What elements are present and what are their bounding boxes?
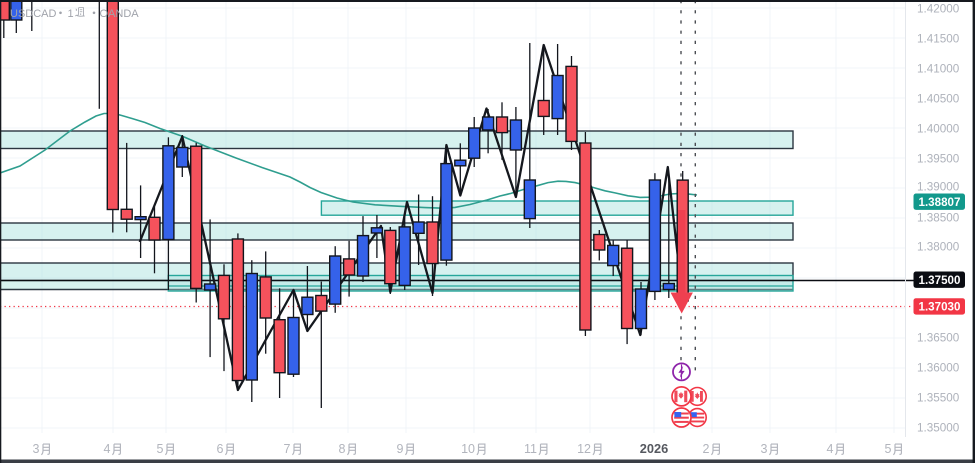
svg-text:4: 4 bbox=[827, 442, 834, 456]
svg-text:1.37030: 1.37030 bbox=[919, 301, 961, 314]
svg-text:OANDA: OANDA bbox=[100, 8, 140, 20]
svg-text:1.39500: 1.39500 bbox=[917, 152, 960, 165]
svg-text:1.36500: 1.36500 bbox=[917, 331, 960, 344]
svg-text:1.39000: 1.39000 bbox=[917, 181, 960, 194]
svg-text:1.37500: 1.37500 bbox=[919, 274, 961, 287]
svg-text:1.36000: 1.36000 bbox=[917, 361, 960, 374]
svg-text:8: 8 bbox=[339, 442, 346, 456]
svg-text:2: 2 bbox=[703, 442, 710, 456]
svg-text:3: 3 bbox=[33, 442, 40, 456]
svg-text:USDCAD: USDCAD bbox=[10, 8, 57, 20]
svg-text:1.35500: 1.35500 bbox=[917, 391, 960, 404]
svg-text:1: 1 bbox=[68, 8, 74, 20]
svg-text:1.41000: 1.41000 bbox=[917, 62, 960, 75]
svg-text:1.38807: 1.38807 bbox=[919, 196, 961, 209]
svg-text:1.38500: 1.38500 bbox=[917, 211, 960, 224]
svg-text:6: 6 bbox=[217, 442, 224, 456]
svg-text:4: 4 bbox=[104, 442, 111, 456]
svg-text:1.42000: 1.42000 bbox=[917, 2, 960, 15]
svg-text:1.40000: 1.40000 bbox=[917, 123, 960, 136]
svg-text:3: 3 bbox=[761, 442, 768, 456]
svg-text:2026: 2026 bbox=[640, 441, 668, 456]
svg-text:9: 9 bbox=[397, 442, 404, 456]
svg-text:5: 5 bbox=[157, 442, 164, 456]
svg-text:1.40500: 1.40500 bbox=[917, 93, 960, 106]
svg-text:11: 11 bbox=[524, 442, 537, 456]
svg-text:10: 10 bbox=[461, 442, 475, 456]
svg-text:5: 5 bbox=[885, 442, 892, 456]
svg-text:1.41500: 1.41500 bbox=[917, 32, 960, 45]
svg-text:1.38000: 1.38000 bbox=[917, 240, 960, 253]
svg-text:7: 7 bbox=[284, 442, 291, 456]
svg-text:1.35000: 1.35000 bbox=[917, 421, 960, 434]
svg-text:12: 12 bbox=[577, 442, 591, 456]
